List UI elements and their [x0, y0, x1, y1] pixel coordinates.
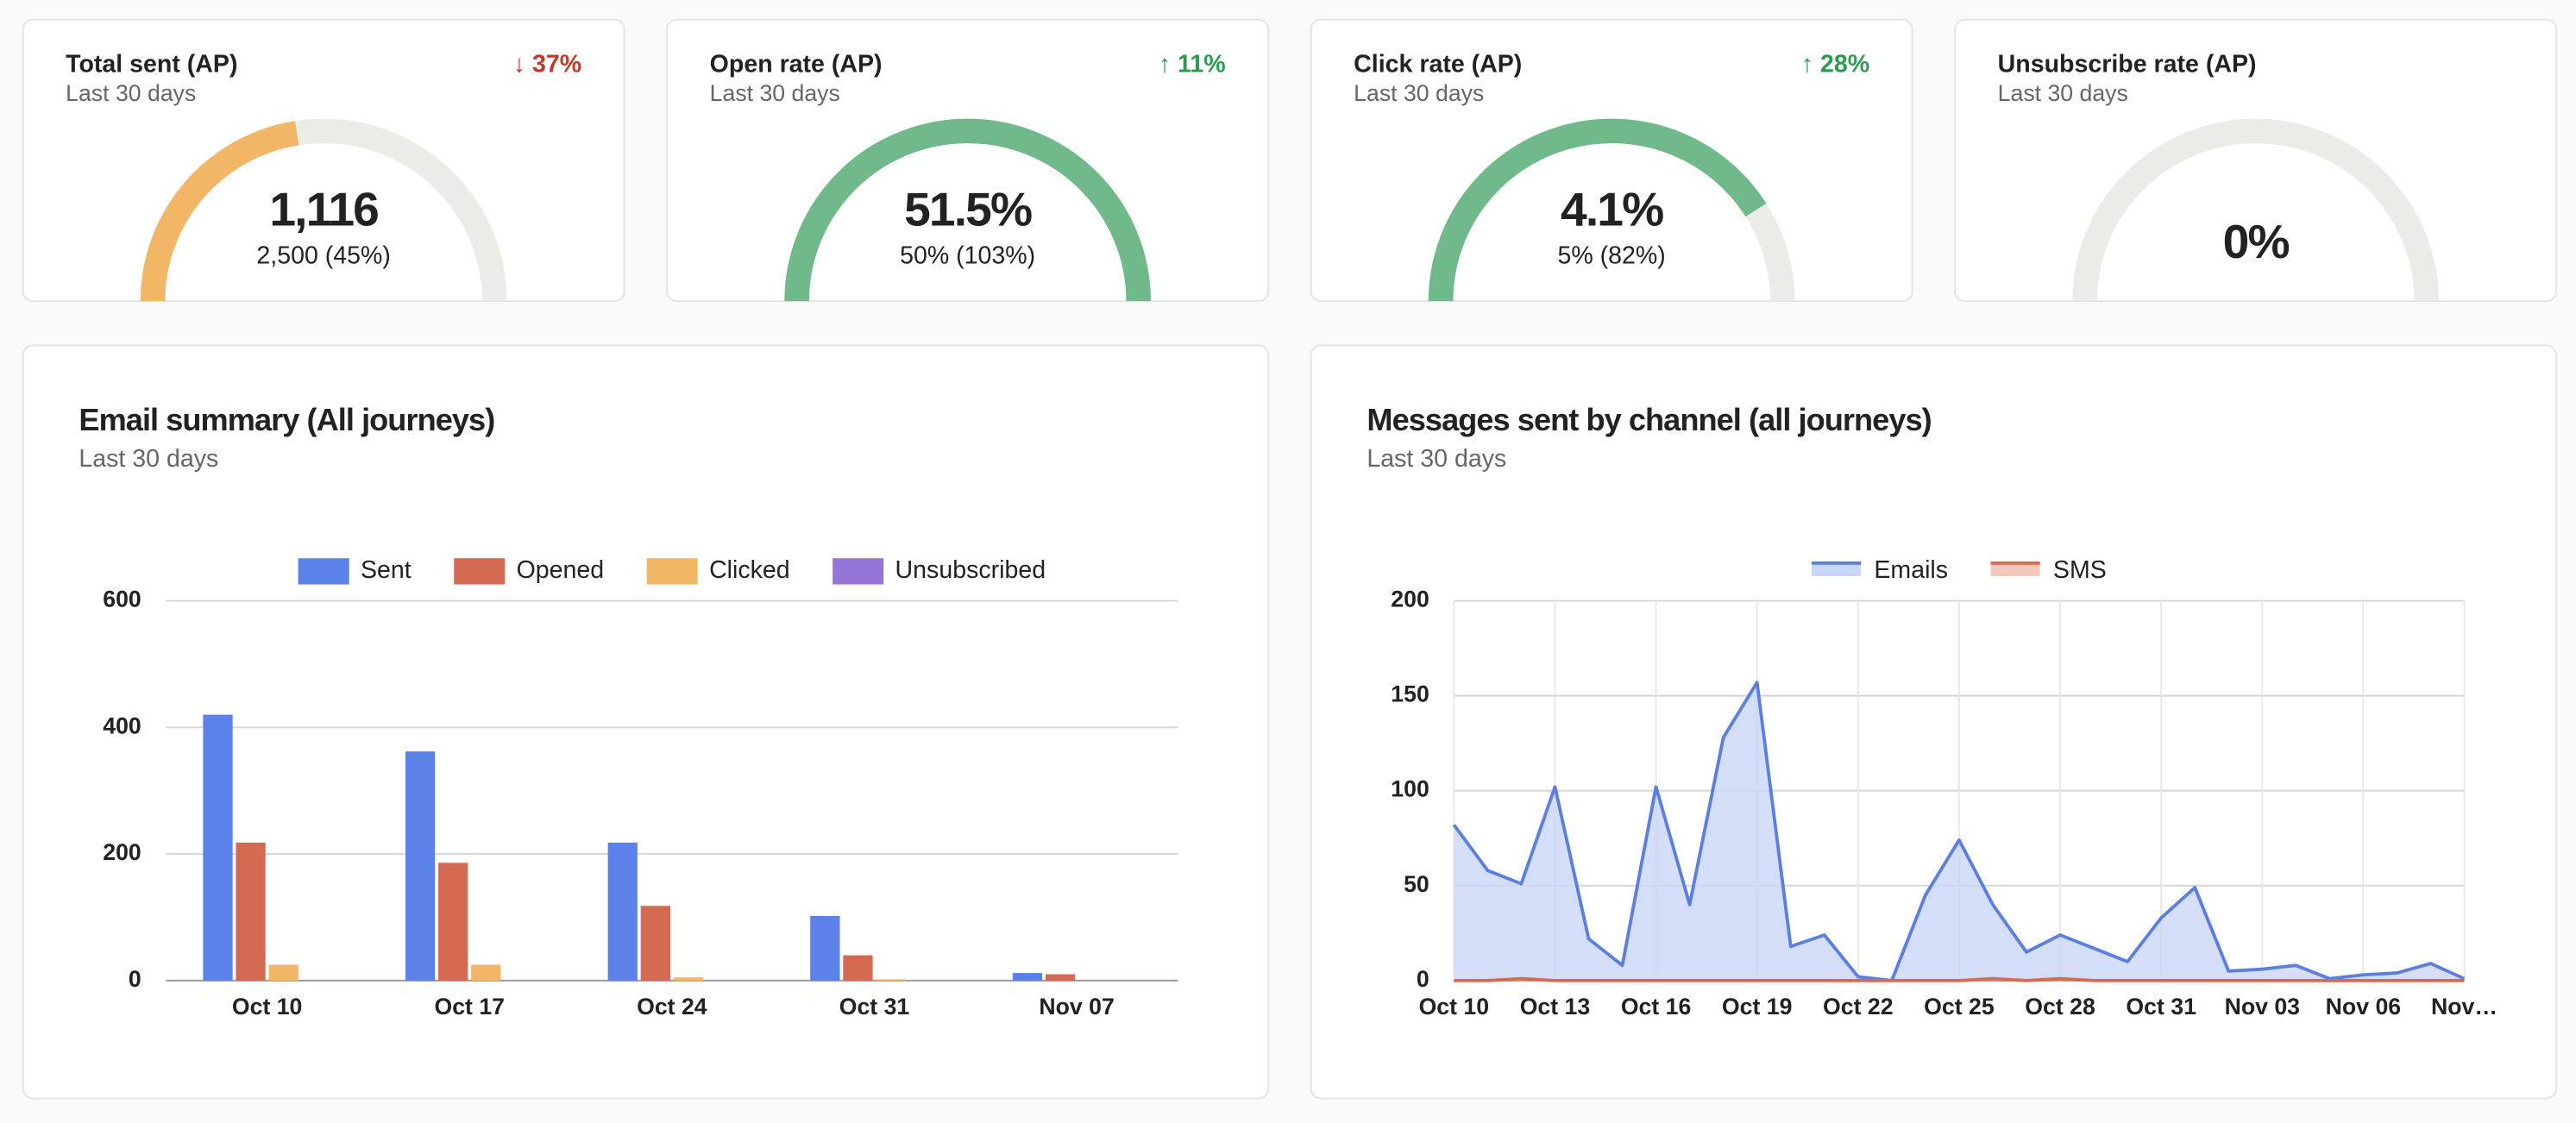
kpi-title: Click rate (AP): [1354, 50, 1522, 78]
gauge: [784, 118, 1151, 302]
chart-card: [22, 344, 1270, 1100]
y-tick-label: 100: [1391, 776, 1429, 802]
bar: [203, 714, 233, 981]
gauge-track: [2072, 118, 2439, 302]
kpi-title: Open rate (AP): [710, 50, 883, 78]
bar: [268, 964, 298, 981]
kpi-value: 51.5%: [904, 182, 1032, 235]
y-tick-label: 200: [103, 839, 141, 865]
bar: [607, 842, 638, 981]
bar: [471, 964, 501, 981]
y-tick-label: 150: [1391, 681, 1429, 707]
gauge-fill: [784, 118, 1151, 302]
legend-swatch: [646, 558, 698, 585]
legend-swatch: [298, 558, 349, 585]
x-tick-label: Oct 13: [1520, 994, 1590, 1019]
x-tick-label: Nov 07: [1039, 994, 1114, 1019]
kpi-value: 4.1%: [1561, 182, 1663, 235]
gauge: [1428, 118, 1795, 302]
kpi-subtitle: Last 30 days: [1998, 80, 2128, 106]
bar: [405, 751, 436, 981]
x-tick-label: Oct 25: [1924, 994, 1995, 1019]
x-tick-label: Oct 17: [435, 994, 505, 1019]
gauge: [2072, 118, 2439, 302]
bar: [1045, 974, 1076, 981]
legend-swatch: [832, 558, 884, 585]
kpi-change: ↑ 28%: [1801, 50, 1869, 78]
legend-item: Unsubscribed: [832, 556, 1046, 585]
x-tick-label: Oct 28: [2025, 994, 2095, 1019]
kpi-value: 1,116: [269, 182, 378, 235]
kpi-subtitle: Last 30 days: [710, 80, 840, 106]
x-tick-label: Nov 06: [2326, 994, 2401, 1019]
x-tick-label: Oct 10: [1419, 994, 1489, 1019]
bar: [810, 916, 840, 981]
x-tick-label: Oct 31: [2126, 994, 2196, 1019]
bar: [236, 842, 266, 981]
gauge: [140, 118, 507, 302]
bar: [876, 979, 906, 981]
legend-label: Clicked: [709, 556, 790, 584]
legend-item: SMS: [1990, 556, 2107, 584]
line: [1452, 681, 2466, 982]
y-tick-label: 0: [129, 966, 141, 992]
x-tick-label: Nov…: [2431, 994, 2497, 1019]
x-tick-label: Oct 16: [1621, 994, 1691, 1019]
chart-title: Email summary (All journeys): [79, 402, 494, 437]
legend-label: Emails: [1874, 556, 1948, 584]
bar: [843, 955, 873, 981]
x-tick-label: Oct 10: [232, 994, 302, 1019]
legend-label: Opened: [517, 556, 605, 584]
bar: [438, 863, 468, 981]
x-tick-label: Oct 31: [839, 994, 910, 1019]
y-tick-label: 50: [1404, 871, 1429, 897]
x-tick-label: Nov 03: [2225, 994, 2300, 1019]
legend-item: Opened: [454, 556, 604, 585]
gauge-fill: [140, 121, 299, 302]
legend-label: Unsubscribed: [895, 556, 1046, 584]
legend-label: SMS: [2053, 556, 2107, 584]
kpi-subtitle: Last 30 days: [66, 80, 196, 106]
chart-subtitle: Last 30 days: [1367, 445, 1506, 473]
y-tick-label: 400: [103, 712, 141, 738]
chart-subtitle: Last 30 days: [79, 445, 218, 473]
kpi-title: Unsubscribe rate (AP): [1998, 50, 2257, 78]
kpi-detail: 2,500 (45%): [256, 242, 391, 270]
kpi-change: ↑ 11%: [1159, 50, 1226, 78]
y-tick-label: 0: [1417, 966, 1429, 992]
legend-item: Clicked: [646, 556, 790, 585]
kpi-detail: 5% (82%): [1557, 242, 1665, 270]
kpi-change: ↓ 37%: [513, 50, 581, 78]
legend-label: Sent: [361, 556, 412, 584]
legend-swatch: [1990, 562, 2040, 577]
y-tick-label: 200: [1391, 587, 1429, 612]
kpi-subtitle: Last 30 days: [1354, 80, 1484, 106]
area: [1454, 682, 2465, 981]
gauge-fill: [1428, 118, 1767, 302]
kpi-title: Total sent (AP): [66, 50, 237, 78]
chart-card: [1310, 344, 2558, 1100]
legend-swatch: [1812, 562, 1862, 577]
legend-item: Sent: [298, 556, 412, 585]
line: [1454, 976, 2465, 982]
legend-item: Emails: [1812, 556, 1948, 584]
y-tick-label: 600: [103, 587, 141, 612]
chart-title: Messages sent by channel (all journeys): [1367, 402, 1931, 437]
x-tick-label: Oct 22: [1823, 994, 1893, 1019]
bar: [673, 977, 704, 981]
x-tick-label: Oct 19: [1722, 994, 1792, 1019]
kpi-detail: 50% (103%): [900, 242, 1035, 270]
legend-swatch: [454, 558, 506, 585]
x-tick-label: Oct 24: [637, 994, 707, 1019]
bar: [640, 906, 670, 981]
kpi-value: 0%: [2223, 215, 2290, 268]
bar: [1012, 973, 1043, 981]
